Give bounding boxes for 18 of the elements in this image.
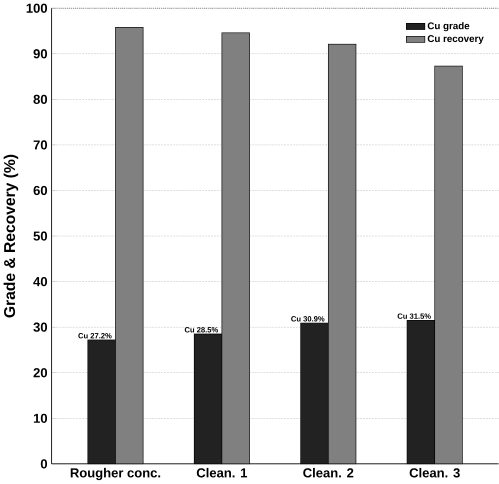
y-tick-label: 70 (34, 140, 48, 150)
x-tick-label: Clean. 1 (196, 468, 248, 478)
y-tick-label: 100 (26, 4, 48, 13)
x-tick-label: Rougher conc. (70, 468, 160, 480)
x-tick-label: Clean. 3 (410, 468, 460, 478)
legend-label: Cu grade (428, 22, 470, 32)
x-tick-label: Clean. 2 (303, 468, 354, 478)
y-tick-label: 0 (40, 459, 48, 469)
y-tick-label: 90 (34, 49, 48, 59)
y-tick-label: 40 (33, 277, 48, 286)
y-tick-label: 60 (34, 186, 48, 196)
legend-label: Cu recovery (428, 35, 484, 44)
y-tick-label: 80 (33, 94, 48, 104)
y-tick-label: 20 (34, 368, 48, 378)
y-tick-label: 50 (33, 232, 48, 241)
y-tick-label: 30 (33, 322, 48, 332)
y-tick-label: 10 (34, 414, 48, 424)
y-axis-title: Grade & Recovery (%) (4, 154, 18, 318)
